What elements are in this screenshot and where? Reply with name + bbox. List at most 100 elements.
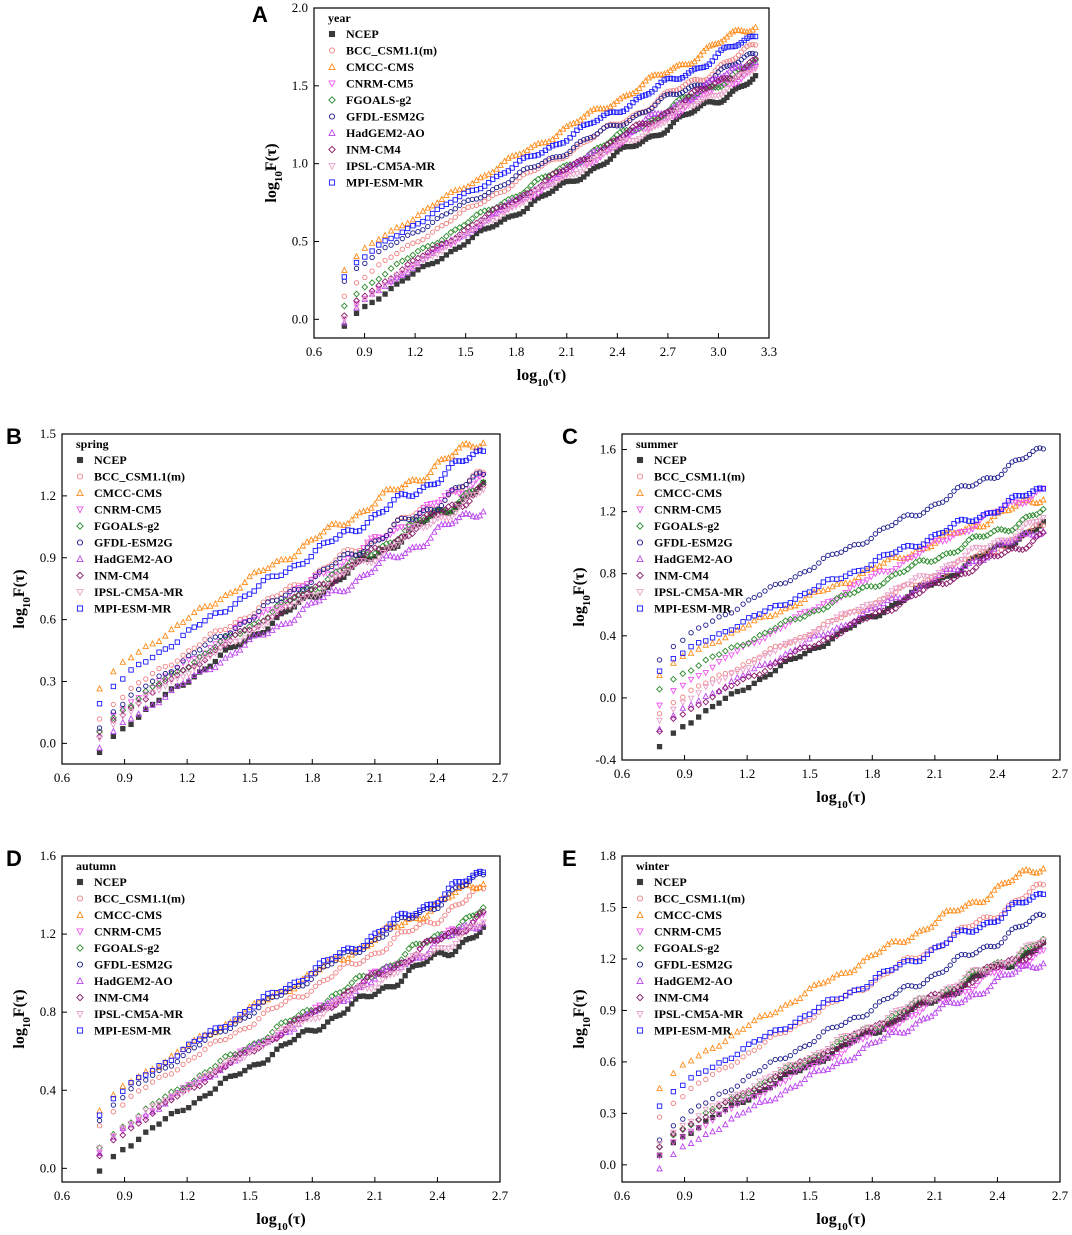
data-point-bcc-csm1-1-m — [274, 1004, 280, 1010]
data-point-cnrm-cm5 — [777, 625, 784, 633]
data-point-fgoals-g2 — [1008, 526, 1016, 534]
data-point-hadgem2-ao — [796, 1079, 804, 1087]
data-point-ipsl-cm5a-mr — [394, 542, 402, 549]
data-point-hadgem2-ao — [316, 596, 323, 604]
x-tick-label: 2.1 — [367, 1188, 383, 1203]
data-point-mpi-esm-mr — [868, 980, 874, 986]
data-point-mpi-esm-mr — [951, 932, 957, 938]
data-point-gfdl-esm2g — [445, 891, 452, 897]
data-point-bcc-csm1-1-m — [797, 1020, 803, 1026]
data-point-ipsl-cm5a-mr — [777, 644, 784, 651]
data-point-gfdl-esm2g — [217, 633, 224, 640]
data-point-cmcc-cms — [688, 59, 695, 67]
data-point-mpi-esm-mr — [656, 668, 663, 674]
data-point-bcc-csm1-1-m — [860, 987, 866, 994]
data-point-ipsl-cm5a-mr — [206, 653, 214, 661]
data-point-gfdl-esm2g — [120, 701, 126, 708]
data-point-mpi-esm-mr — [156, 1063, 162, 1069]
data-point-inm-cm4 — [259, 1040, 267, 1048]
data-point-gfdl-esm2g — [410, 230, 416, 236]
data-point-cmcc-cms — [728, 1031, 735, 1039]
data-point-ipsl-cm5a-mr — [531, 188, 538, 196]
data-point-gfdl-esm2g — [356, 551, 363, 558]
data-point-mpi-esm-mr — [909, 958, 915, 964]
data-point-gfdl-esm2g — [1026, 918, 1033, 924]
data-point-inm-cm4 — [1022, 545, 1030, 552]
data-point-ipsl-cm5a-mr — [912, 575, 920, 582]
data-point-ipsl-cm5a-mr — [958, 556, 965, 564]
data-point-bcc-csm1-1-m — [174, 1067, 180, 1073]
data-point-cmcc-cms — [367, 504, 375, 511]
data-point-gfdl-esm2g — [777, 1056, 784, 1062]
data-point-hadgem2-ao — [946, 998, 954, 1005]
data-point-ipsl-cm5a-mr — [958, 979, 965, 986]
data-point-inm-cm4 — [96, 1152, 103, 1160]
data-point-mpi-esm-mr — [816, 583, 822, 589]
data-point-ncep — [452, 246, 458, 252]
data-point-hadgem2-ao — [656, 1164, 663, 1172]
data-point-gfdl-esm2g — [594, 131, 600, 137]
data-point-fgoals-g2 — [404, 254, 412, 262]
data-point-inm-cm4 — [255, 622, 263, 629]
data-point-inm-cm4 — [1019, 957, 1027, 965]
data-point-ipsl-cm5a-mr — [855, 1029, 862, 1037]
data-point-bcc-csm1-1-m — [855, 987, 862, 994]
data-point-bcc-csm1-1-m — [143, 676, 149, 682]
data-point-inm-cm4 — [700, 85, 707, 93]
data-point-inm-cm4 — [679, 1126, 687, 1134]
data-point-hadgem2-ao — [1022, 529, 1030, 536]
data-point-gfdl-esm2g — [847, 543, 853, 550]
data-point-fgoals-g2 — [226, 1051, 234, 1058]
data-point-hadgem2-ao — [820, 630, 827, 638]
data-point-hadgem2-ao — [739, 671, 747, 679]
data-point-inm-cm4 — [307, 586, 315, 594]
data-point-bcc-csm1-1-m — [222, 1036, 229, 1043]
data-point-mpi-esm-mr — [274, 573, 280, 579]
data-point-ncep — [353, 996, 359, 1002]
data-point-cmcc-cms — [782, 1001, 789, 1008]
data-point-cmcc-cms — [709, 1044, 716, 1051]
data-point-inm-cm4 — [946, 990, 954, 997]
data-point-ipsl-cm5a-mr — [983, 967, 991, 975]
data-point-hadgem2-ao — [340, 997, 348, 1004]
data-point-gfdl-esm2g — [889, 522, 895, 529]
data-point-gfdl-esm2g — [797, 1045, 803, 1051]
data-point-cnrm-cm5 — [916, 1009, 923, 1017]
data-point-ipsl-cm5a-mr — [728, 1094, 735, 1101]
data-point-inm-cm4 — [709, 1108, 717, 1116]
x-tick-label: 2.1 — [559, 344, 575, 359]
data-point-hadgem2-ao — [931, 1009, 939, 1016]
data-point-gfdl-esm2g — [842, 546, 849, 553]
data-point-cmcc-cms — [119, 658, 127, 665]
data-point-inm-cm4 — [733, 679, 741, 687]
data-point-inm-cm4 — [493, 204, 501, 212]
data-point-bcc-csm1-1-m — [380, 949, 386, 955]
data-point-inm-cm4 — [1033, 943, 1040, 951]
data-point-gfdl-esm2g — [405, 232, 411, 238]
data-point-ncep — [452, 948, 459, 954]
data-point-fgoals-g2 — [931, 557, 939, 565]
data-point-bcc-csm1-1-m — [434, 225, 440, 232]
data-point-gfdl-esm2g — [448, 209, 454, 215]
data-point-gfdl-esm2g — [222, 633, 229, 639]
data-point-inm-cm4 — [669, 106, 677, 114]
data-point-ipsl-cm5a-mr — [445, 945, 452, 953]
data-point-mpi-esm-mr — [802, 590, 808, 597]
data-point-ipsl-cm5a-mr — [972, 544, 980, 552]
data-point-gfdl-esm2g — [399, 236, 405, 242]
data-point-gfdl-esm2g — [420, 907, 427, 913]
data-point-hadgem2-ao — [750, 1101, 758, 1109]
data-point-bcc-csm1-1-m — [509, 182, 515, 189]
data-point-fgoals-g2 — [715, 1103, 723, 1111]
y-axis-title: log10F(τ) — [571, 989, 593, 1048]
series-gfdl-esm2g — [96, 470, 486, 731]
data-point-bcc-csm1-1-m — [746, 658, 752, 665]
data-point-cmcc-cms — [448, 891, 456, 899]
legend-marker-mpi-esm-mr — [76, 1027, 84, 1034]
plot-frame-e — [621, 855, 1061, 1183]
data-point-cmcc-cms — [379, 488, 387, 496]
data-point-gfdl-esm2g — [149, 1072, 156, 1078]
data-point-cnrm-cm5 — [1001, 964, 1009, 971]
data-point-mpi-esm-mr — [1002, 910, 1008, 917]
data-point-fgoals-g2 — [733, 1093, 741, 1100]
